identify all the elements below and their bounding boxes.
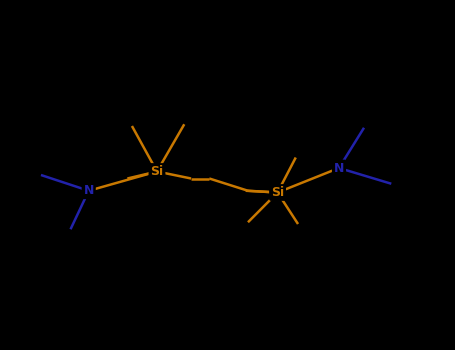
Text: N: N xyxy=(334,161,344,175)
Text: Si: Si xyxy=(151,165,163,178)
Text: Si: Si xyxy=(271,186,284,199)
Text: N: N xyxy=(84,184,94,197)
